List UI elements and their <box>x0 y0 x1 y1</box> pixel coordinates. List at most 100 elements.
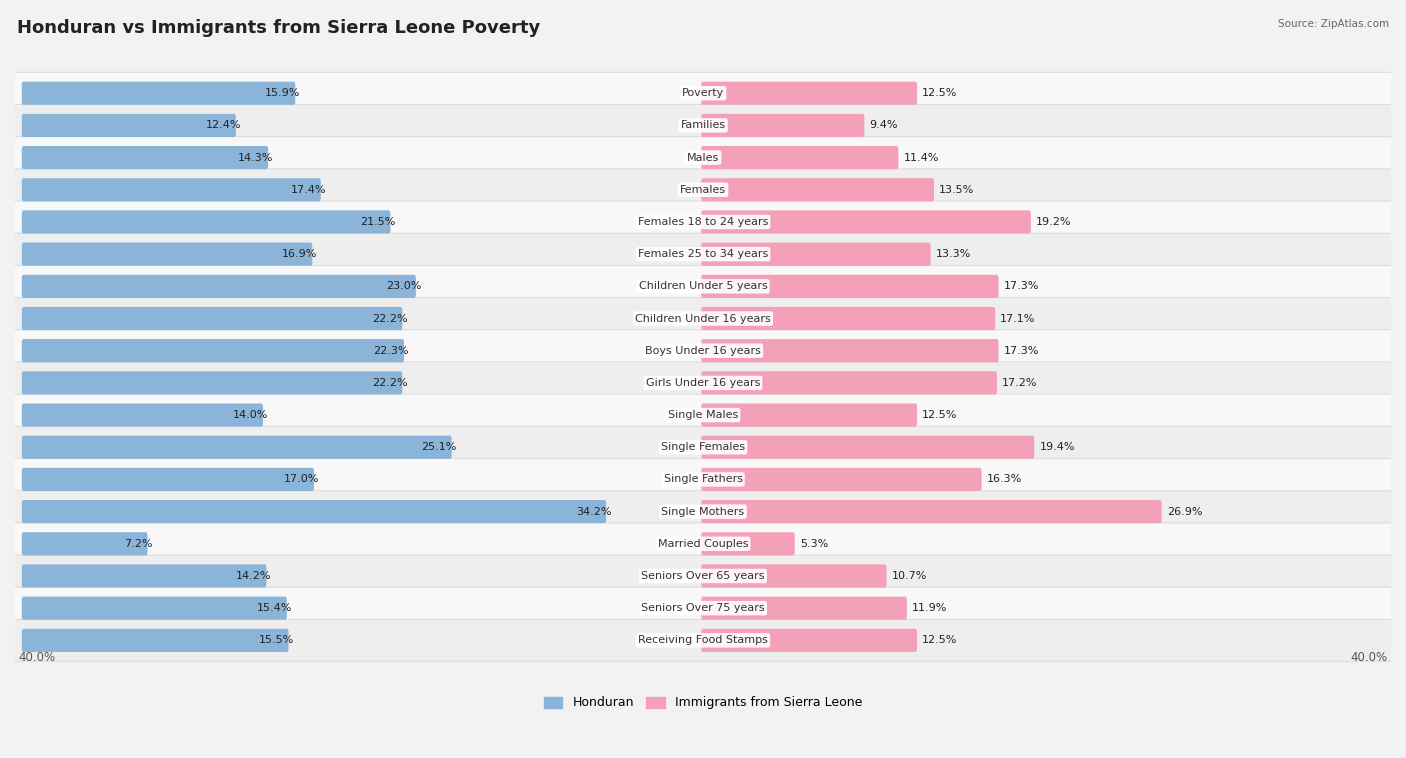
Text: 21.5%: 21.5% <box>360 217 395 227</box>
FancyBboxPatch shape <box>22 436 451 459</box>
Text: 17.3%: 17.3% <box>1004 346 1039 356</box>
Text: 12.5%: 12.5% <box>922 88 957 99</box>
Text: 17.2%: 17.2% <box>1002 378 1038 388</box>
Text: 15.5%: 15.5% <box>259 635 294 645</box>
Text: 22.3%: 22.3% <box>374 346 409 356</box>
FancyBboxPatch shape <box>22 629 288 652</box>
FancyBboxPatch shape <box>702 532 794 556</box>
FancyBboxPatch shape <box>22 468 314 491</box>
Text: 16.9%: 16.9% <box>283 249 318 259</box>
Text: 17.0%: 17.0% <box>284 475 319 484</box>
Text: Children Under 5 years: Children Under 5 years <box>638 281 768 291</box>
Text: Seniors Over 65 years: Seniors Over 65 years <box>641 571 765 581</box>
FancyBboxPatch shape <box>702 178 934 202</box>
FancyBboxPatch shape <box>22 597 287 620</box>
Text: 11.9%: 11.9% <box>912 603 948 613</box>
Text: 12.4%: 12.4% <box>205 121 240 130</box>
Text: Honduran vs Immigrants from Sierra Leone Poverty: Honduran vs Immigrants from Sierra Leone… <box>17 19 540 37</box>
Text: 13.5%: 13.5% <box>939 185 974 195</box>
Text: Poverty: Poverty <box>682 88 724 99</box>
FancyBboxPatch shape <box>22 371 402 394</box>
Text: Females 25 to 34 years: Females 25 to 34 years <box>638 249 768 259</box>
Text: 23.0%: 23.0% <box>385 281 420 291</box>
Text: Single Mothers: Single Mothers <box>661 506 745 517</box>
FancyBboxPatch shape <box>702 274 998 298</box>
Text: 15.9%: 15.9% <box>264 88 301 99</box>
FancyBboxPatch shape <box>702 114 865 137</box>
FancyBboxPatch shape <box>13 555 1393 597</box>
Text: Girls Under 16 years: Girls Under 16 years <box>645 378 761 388</box>
Text: 22.2%: 22.2% <box>371 314 408 324</box>
FancyBboxPatch shape <box>702 500 1161 523</box>
Text: 12.5%: 12.5% <box>922 410 957 420</box>
FancyBboxPatch shape <box>13 523 1393 565</box>
Text: 19.4%: 19.4% <box>1039 442 1074 453</box>
Text: Receiving Food Stamps: Receiving Food Stamps <box>638 635 768 645</box>
FancyBboxPatch shape <box>13 233 1393 275</box>
FancyBboxPatch shape <box>22 146 269 169</box>
FancyBboxPatch shape <box>22 211 391 233</box>
FancyBboxPatch shape <box>13 587 1393 629</box>
Text: 17.3%: 17.3% <box>1004 281 1039 291</box>
Text: 14.0%: 14.0% <box>233 410 269 420</box>
FancyBboxPatch shape <box>22 500 606 523</box>
Text: 14.3%: 14.3% <box>238 152 273 163</box>
Text: Children Under 16 years: Children Under 16 years <box>636 314 770 324</box>
FancyBboxPatch shape <box>13 362 1393 404</box>
FancyBboxPatch shape <box>13 459 1393 500</box>
FancyBboxPatch shape <box>702 371 997 394</box>
Text: 25.1%: 25.1% <box>422 442 457 453</box>
Text: Source: ZipAtlas.com: Source: ZipAtlas.com <box>1278 19 1389 29</box>
Text: 11.4%: 11.4% <box>904 152 939 163</box>
Text: 5.3%: 5.3% <box>800 539 828 549</box>
FancyBboxPatch shape <box>13 136 1393 179</box>
FancyBboxPatch shape <box>13 169 1393 211</box>
FancyBboxPatch shape <box>22 243 312 266</box>
FancyBboxPatch shape <box>13 394 1393 436</box>
Text: 7.2%: 7.2% <box>124 539 153 549</box>
FancyBboxPatch shape <box>13 201 1393 243</box>
FancyBboxPatch shape <box>13 426 1393 468</box>
FancyBboxPatch shape <box>702 146 898 169</box>
FancyBboxPatch shape <box>702 597 907 620</box>
FancyBboxPatch shape <box>13 298 1393 340</box>
FancyBboxPatch shape <box>13 490 1393 533</box>
FancyBboxPatch shape <box>702 211 1031 233</box>
Text: 22.2%: 22.2% <box>371 378 408 388</box>
Text: 10.7%: 10.7% <box>891 571 927 581</box>
Text: 9.4%: 9.4% <box>869 121 898 130</box>
Text: Females: Females <box>681 185 725 195</box>
Text: 15.4%: 15.4% <box>256 603 292 613</box>
Text: Males: Males <box>688 152 718 163</box>
FancyBboxPatch shape <box>13 619 1393 661</box>
FancyBboxPatch shape <box>22 274 416 298</box>
FancyBboxPatch shape <box>13 265 1393 307</box>
Text: Boys Under 16 years: Boys Under 16 years <box>645 346 761 356</box>
FancyBboxPatch shape <box>702 243 931 266</box>
FancyBboxPatch shape <box>702 339 998 362</box>
Text: 13.3%: 13.3% <box>936 249 972 259</box>
Text: Single Fathers: Single Fathers <box>664 475 742 484</box>
Text: Single Females: Single Females <box>661 442 745 453</box>
Text: 26.9%: 26.9% <box>1167 506 1202 517</box>
FancyBboxPatch shape <box>702 468 981 491</box>
FancyBboxPatch shape <box>702 82 917 105</box>
FancyBboxPatch shape <box>702 565 886 587</box>
Text: Single Males: Single Males <box>668 410 738 420</box>
FancyBboxPatch shape <box>13 72 1393 114</box>
Text: 40.0%: 40.0% <box>18 651 55 665</box>
Text: 12.5%: 12.5% <box>922 635 957 645</box>
Text: 17.1%: 17.1% <box>1000 314 1036 324</box>
FancyBboxPatch shape <box>22 307 402 330</box>
FancyBboxPatch shape <box>22 82 295 105</box>
Text: Married Couples: Married Couples <box>658 539 748 549</box>
Text: 16.3%: 16.3% <box>987 475 1022 484</box>
FancyBboxPatch shape <box>702 629 917 652</box>
Text: 14.2%: 14.2% <box>236 571 271 581</box>
FancyBboxPatch shape <box>13 330 1393 371</box>
Text: 34.2%: 34.2% <box>576 506 612 517</box>
FancyBboxPatch shape <box>22 178 321 202</box>
Legend: Honduran, Immigrants from Sierra Leone: Honduran, Immigrants from Sierra Leone <box>538 691 868 715</box>
FancyBboxPatch shape <box>702 403 917 427</box>
Text: 40.0%: 40.0% <box>1351 651 1388 665</box>
